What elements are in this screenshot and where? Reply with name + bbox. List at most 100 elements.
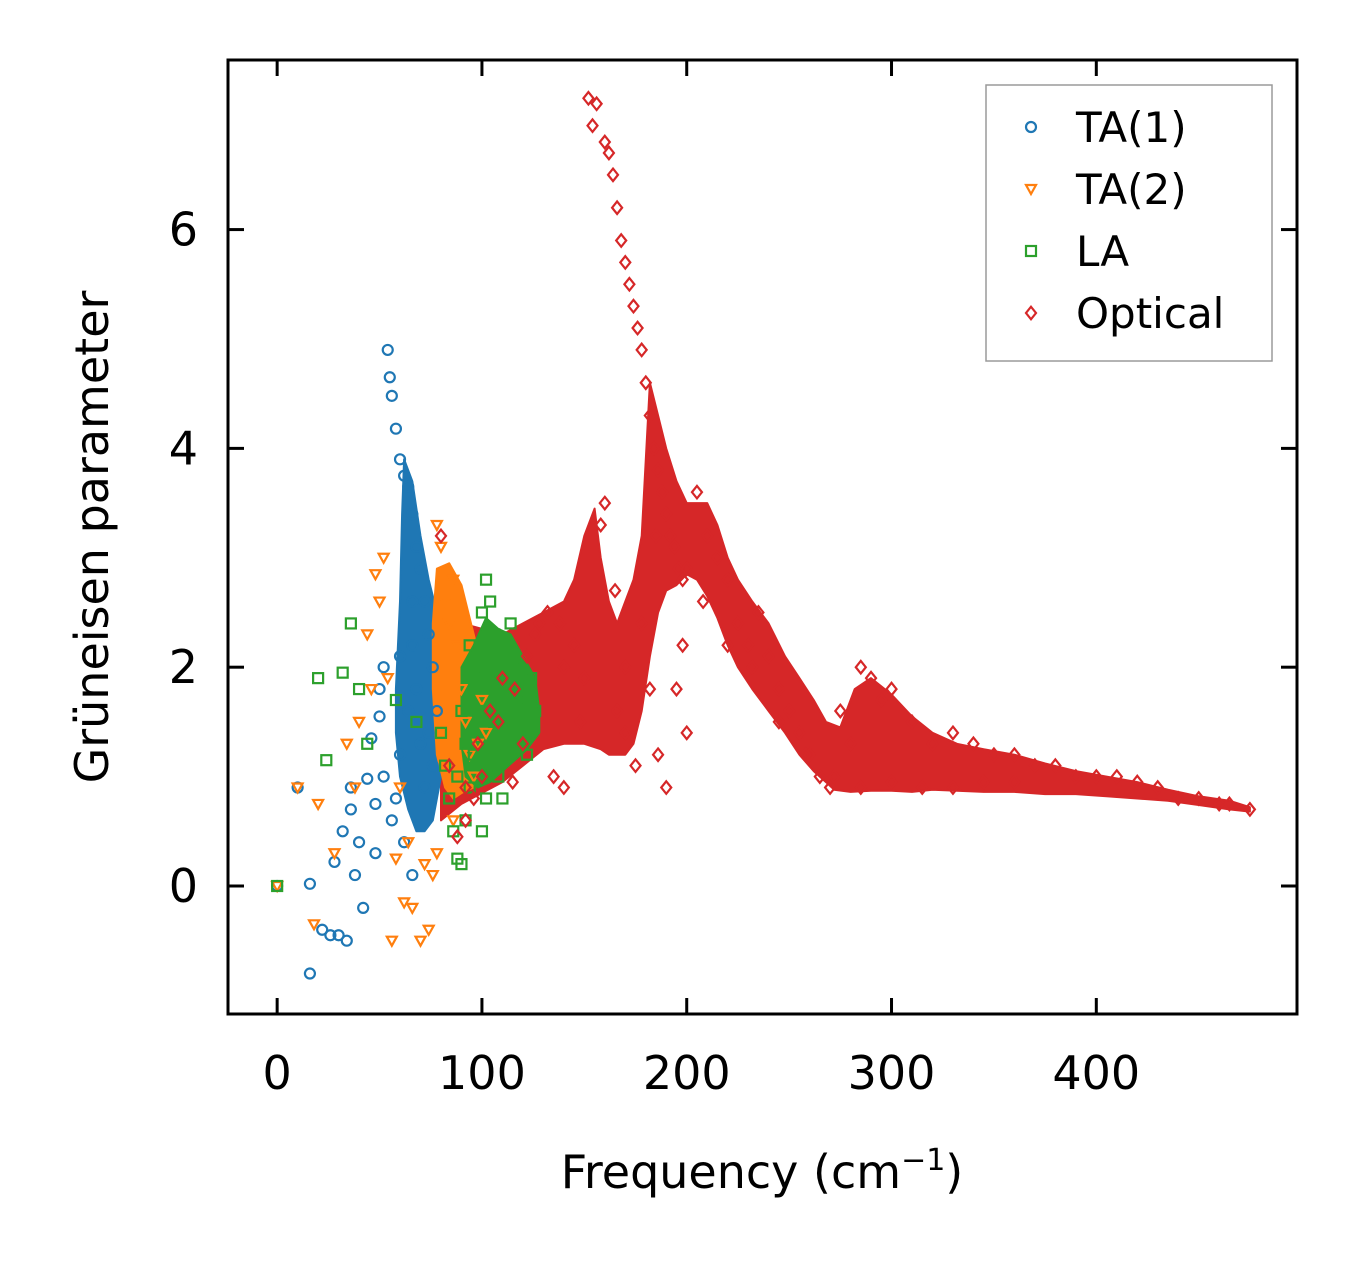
data-point <box>680 724 694 741</box>
data-point <box>393 453 407 466</box>
band-optical <box>440 381 1251 822</box>
data-point <box>1243 801 1257 818</box>
data-point <box>475 606 489 619</box>
data-point <box>622 276 636 293</box>
x-tick-label: 100 <box>438 1046 526 1100</box>
data-point <box>1223 795 1236 812</box>
y-tick-label: 6 <box>169 203 198 257</box>
data-point <box>414 562 427 575</box>
data-point <box>492 770 505 783</box>
data-point <box>422 628 435 641</box>
data-point <box>905 713 919 730</box>
data-point <box>463 639 476 652</box>
data-point <box>594 516 608 533</box>
legend-label-la: LA <box>1076 227 1129 276</box>
data-point <box>586 117 599 134</box>
data-point <box>1069 768 1083 785</box>
data-point <box>668 538 681 555</box>
data-point <box>459 737 472 750</box>
data-point <box>467 748 480 761</box>
data-point <box>573 713 587 730</box>
data-point <box>520 648 534 665</box>
data-point <box>385 814 398 827</box>
legend-label-optical: Optical <box>1076 289 1224 338</box>
data-point <box>380 673 395 686</box>
series-optical <box>434 90 1257 845</box>
data-point <box>854 659 868 676</box>
x-axis-label-superscript: −1 <box>901 1143 945 1178</box>
data-point <box>491 713 505 730</box>
data-point <box>361 772 374 785</box>
data-point <box>1048 757 1062 774</box>
data-point <box>762 648 776 665</box>
data-point <box>377 770 390 783</box>
data-point <box>364 683 379 697</box>
data-point <box>496 792 509 805</box>
data-point <box>520 748 534 761</box>
data-point <box>454 683 469 697</box>
data-point <box>389 693 403 707</box>
data-point <box>532 615 546 632</box>
data-point <box>799 746 812 763</box>
data-point <box>577 670 591 687</box>
data-point <box>488 715 501 728</box>
data-point <box>492 672 505 685</box>
data-point <box>303 967 317 980</box>
y-tick-label: 2 <box>169 640 198 694</box>
data-point <box>438 759 452 772</box>
data-point <box>639 374 653 391</box>
data-point <box>361 737 374 750</box>
data-point <box>696 593 710 610</box>
data-point <box>1007 774 1021 791</box>
data-point <box>442 757 456 774</box>
data-point <box>1089 768 1103 785</box>
data-point <box>659 779 673 796</box>
data-point <box>393 650 407 663</box>
data-point <box>690 484 704 501</box>
data-point <box>372 596 387 609</box>
data-point <box>414 737 427 750</box>
data-point <box>977 774 991 791</box>
data-point <box>676 637 690 654</box>
data-point <box>874 692 888 709</box>
data-point <box>635 615 649 632</box>
data-point <box>413 935 428 948</box>
data-point <box>663 527 677 544</box>
data-point <box>442 618 457 631</box>
data-point <box>389 792 403 805</box>
data-point <box>496 670 509 687</box>
legend-marker-la <box>1024 244 1038 258</box>
data-point <box>631 320 644 337</box>
legend: TA(1) TA(2) LA Optical <box>985 84 1273 362</box>
data-point <box>360 629 375 642</box>
data-point <box>307 919 321 932</box>
data-point <box>614 232 628 249</box>
data-point <box>425 869 440 883</box>
data-point <box>373 710 386 723</box>
x-tick-label: 400 <box>1052 1046 1140 1100</box>
data-point <box>336 825 349 838</box>
data-point <box>434 527 448 544</box>
data-point <box>384 935 399 948</box>
data-point <box>864 670 878 687</box>
data-point <box>672 560 685 577</box>
data-point <box>647 440 661 457</box>
data-point <box>271 879 284 893</box>
data-point <box>418 595 431 608</box>
data-point <box>1171 790 1185 807</box>
data-point <box>946 779 960 796</box>
data-point <box>475 825 489 838</box>
data-point <box>393 782 407 795</box>
data-point <box>459 779 472 796</box>
data-point <box>406 639 419 652</box>
data-point <box>327 848 342 861</box>
data-point <box>512 693 525 707</box>
legend-label-ta1: TA(1) <box>1075 103 1187 152</box>
data-point <box>471 735 485 752</box>
data-point <box>651 746 665 763</box>
y-axis-ticks: 0 2 4 6 <box>169 203 1297 913</box>
data-point <box>463 781 476 794</box>
data-point <box>406 595 419 608</box>
data-point <box>516 735 530 752</box>
data-point <box>455 858 468 871</box>
